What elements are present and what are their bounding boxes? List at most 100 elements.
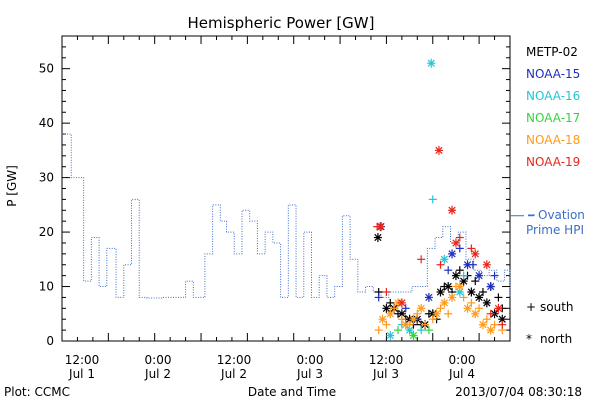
- south-marker: [455, 244, 464, 253]
- south-marker: [498, 320, 507, 329]
- x-tick-label-day: Jul 3: [296, 367, 323, 381]
- north-marker: [440, 298, 449, 308]
- y-tick-label: 40: [39, 116, 54, 130]
- south-marker: [386, 298, 395, 307]
- satellite-markers: [373, 58, 507, 341]
- north-marker: [397, 309, 406, 319]
- legend-entry: NOAA-17: [526, 111, 580, 125]
- south-marker: [417, 326, 426, 335]
- south-marker: [413, 309, 422, 318]
- y-axis: 0 10 20 30 40 50: [39, 46, 510, 348]
- north-marker: [397, 298, 406, 308]
- legend-entry: NOAA-16: [526, 89, 580, 103]
- north-marker: [424, 292, 433, 302]
- x-tick-label-time: 12:00: [217, 353, 252, 367]
- north-marker: [427, 58, 436, 68]
- south-marker: [397, 315, 406, 324]
- south-marker: [428, 315, 437, 324]
- south-marker: [394, 326, 402, 335]
- north-marker: [378, 314, 387, 324]
- x-tick-label-time: 0:00: [449, 353, 476, 367]
- south-marker: [424, 326, 433, 335]
- north-marker: [455, 287, 464, 297]
- x-tick-label-time: 0:00: [297, 353, 324, 367]
- south-symbol: +: [526, 300, 536, 314]
- south-marker: [417, 255, 426, 264]
- x-tick-label-day: Jul 3: [372, 367, 399, 381]
- north-marker: [401, 320, 410, 330]
- x-tick-label-day: Jul 2: [144, 367, 171, 381]
- north-marker: [471, 249, 480, 259]
- north-marker: [386, 309, 395, 319]
- y-tick-label: 30: [39, 171, 54, 185]
- north-marker: [409, 314, 418, 324]
- south-marker: [390, 304, 399, 313]
- north-marker: [440, 254, 449, 264]
- ovation-prime-hpi-line: [62, 133, 534, 299]
- south-marker: [444, 309, 453, 318]
- legend-entry: METP-02: [526, 45, 578, 59]
- south-legend-label: south: [540, 300, 574, 314]
- south-marker: [478, 287, 487, 296]
- south-marker: [436, 304, 445, 313]
- x-tick-label-day: Jul 4: [448, 367, 475, 381]
- south-marker: [382, 320, 391, 329]
- north-marker: [482, 260, 491, 270]
- y-tick-label: 0: [46, 334, 54, 348]
- y-tick-label: 20: [39, 225, 54, 239]
- ovation-legend: Ovation Prime HPI: [526, 208, 585, 237]
- south-marker: [475, 304, 484, 313]
- south-marker: [444, 266, 453, 275]
- south-marker: [482, 315, 491, 324]
- south-marker: [494, 293, 503, 302]
- north-marker: [451, 271, 460, 281]
- footer-left: Plot: CCMC: [4, 385, 70, 399]
- south-marker: [455, 266, 464, 275]
- legend-entry: NOAA-18: [526, 133, 580, 147]
- north-marker: [373, 233, 382, 243]
- north-marker: [448, 205, 457, 215]
- ovation-legend-line1: Ovation: [538, 208, 585, 222]
- south-marker: [428, 195, 437, 204]
- north-marker: [467, 287, 476, 297]
- plot-area-frame: [61, 35, 511, 342]
- north-marker: [448, 249, 457, 259]
- south-marker: [471, 277, 480, 286]
- north-marker: [448, 292, 457, 302]
- north-marker: [494, 303, 503, 313]
- y-axis-label: P [GW]: [5, 165, 19, 207]
- x-tick-label-time: 12:00: [369, 353, 404, 367]
- north-marker: [463, 303, 472, 313]
- south-marker: [486, 309, 495, 318]
- y-tick-label: 50: [39, 62, 54, 76]
- x-tick-label-time: 12:00: [65, 353, 100, 367]
- y-tick-label: 10: [39, 280, 54, 294]
- south-marker: [490, 271, 499, 280]
- north-legend-label: north: [540, 332, 572, 346]
- north-symbol: *: [526, 332, 532, 346]
- south-marker: [382, 287, 391, 296]
- legend: METP-02 NOAA-15 NOAA-16 NOAA-17 NOAA-18 NOAA-…: [526, 45, 580, 169]
- south-marker: [455, 233, 464, 242]
- x-tick-label-time: 0:00: [145, 353, 172, 367]
- chart-title: Hemispheric Power [GW]: [188, 14, 375, 32]
- footer-timestamp: 2013/07/04 08:30:18: [455, 385, 582, 399]
- north-marker: [434, 145, 443, 155]
- north-marker: [471, 309, 480, 319]
- south-marker: [374, 326, 383, 335]
- north-marker: [382, 303, 391, 313]
- north-marker: [386, 331, 395, 341]
- south-marker: [374, 293, 383, 302]
- north-marker: [432, 309, 441, 319]
- x-tick-label-day: Jul 1: [68, 367, 95, 381]
- north-marker: [455, 282, 464, 292]
- north-marker: [486, 282, 495, 292]
- north-marker: [482, 298, 491, 308]
- south-marker: [490, 320, 499, 329]
- south-marker: [459, 293, 468, 302]
- ovation-legend-line2: Prime HPI: [526, 223, 584, 237]
- legend-entry: NOAA-15: [526, 67, 580, 81]
- north-marker: [475, 271, 484, 281]
